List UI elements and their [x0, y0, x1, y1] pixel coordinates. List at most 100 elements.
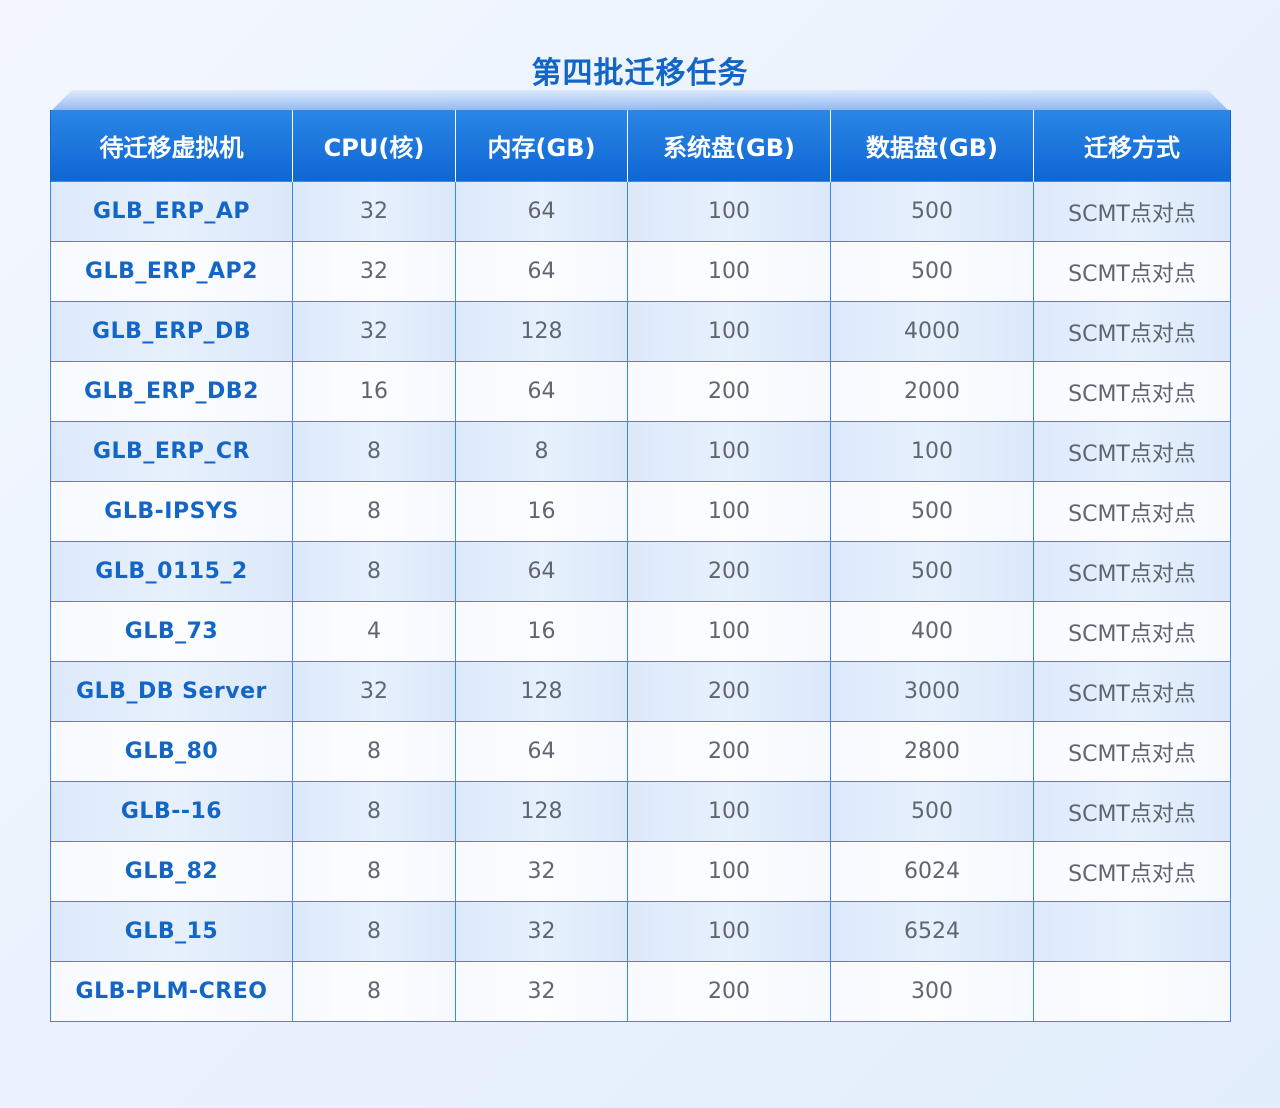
table-row: GLB-PLM-CREO 8 32 200 300 — [50, 961, 1231, 1022]
cell-vm-name: GLB_ERP_AP — [50, 181, 293, 242]
cell-cpu: 32 — [292, 301, 456, 362]
cell-vm-name: GLB-PLM-CREO — [50, 961, 293, 1022]
header-data-disk: 数据盘(GB) — [830, 110, 1034, 182]
cell-vm-name: GLB_ERP_DB2 — [50, 361, 293, 422]
cell-migration-method: SCMT点对点 — [1033, 601, 1231, 662]
cell-system-disk: 200 — [627, 961, 831, 1022]
cell-data-disk: 100 — [830, 421, 1034, 482]
cell-system-disk: 100 — [627, 601, 831, 662]
cell-migration-method: SCMT点对点 — [1033, 301, 1231, 362]
cell-system-disk: 200 — [627, 721, 831, 782]
cell-memory: 128 — [455, 301, 628, 362]
table-row: GLB_ERP_AP 32 64 100 500 SCMT点对点 — [50, 181, 1231, 242]
cell-vm-name: GLB_82 — [50, 841, 293, 902]
cell-data-disk: 500 — [830, 181, 1034, 242]
header-migration-method: 迁移方式 — [1033, 110, 1231, 182]
cell-vm-name: GLB_ERP_CR — [50, 421, 293, 482]
cell-data-disk: 400 — [830, 601, 1034, 662]
cell-system-disk: 100 — [627, 301, 831, 362]
cell-vm-name: GLB_80 — [50, 721, 293, 782]
cell-system-disk: 100 — [627, 181, 831, 242]
cell-system-disk: 100 — [627, 421, 831, 482]
cell-memory: 64 — [455, 181, 628, 242]
cell-system-disk: 200 — [627, 541, 831, 602]
table-header-row: 待迁移虚拟机 CPU(核) 内存(GB) 系统盘(GB) 数据盘(GB) 迁移方… — [50, 110, 1231, 182]
cell-migration-method: SCMT点对点 — [1033, 181, 1231, 242]
cell-cpu: 8 — [292, 961, 456, 1022]
header-ribbon-decoration — [50, 90, 1230, 112]
page-title: 第四批迁移任务 — [531, 56, 749, 91]
table-row: GLB-IPSYS 8 16 100 500 SCMT点对点 — [50, 481, 1231, 542]
cell-vm-name: GLB_DB Server — [50, 661, 293, 722]
table-row: GLB_ERP_CR 8 8 100 100 SCMT点对点 — [50, 421, 1231, 482]
cell-memory: 16 — [455, 601, 628, 662]
cell-cpu: 8 — [292, 841, 456, 902]
table-row: GLB_ERP_DB2 16 64 200 2000 SCMT点对点 — [50, 361, 1231, 422]
cell-data-disk: 3000 — [830, 661, 1034, 722]
cell-migration-method: SCMT点对点 — [1033, 481, 1231, 542]
table-row: GLB_73 4 16 100 400 SCMT点对点 — [50, 601, 1231, 662]
cell-vm-name: GLB_ERP_AP2 — [50, 241, 293, 302]
cell-data-disk: 500 — [830, 481, 1034, 542]
cell-migration-method: SCMT点对点 — [1033, 661, 1231, 722]
cell-memory: 64 — [455, 361, 628, 422]
cell-migration-method: SCMT点对点 — [1033, 841, 1231, 902]
cell-memory: 8 — [455, 421, 628, 482]
cell-cpu: 32 — [292, 181, 456, 242]
cell-memory: 128 — [455, 781, 628, 842]
header-cpu: CPU(核) — [292, 110, 456, 182]
cell-vm-name: GLB--16 — [50, 781, 293, 842]
cell-cpu: 8 — [292, 481, 456, 542]
table-row: GLB_0115_2 8 64 200 500 SCMT点对点 — [50, 541, 1231, 602]
cell-migration-method: SCMT点对点 — [1033, 421, 1231, 482]
cell-memory: 64 — [455, 241, 628, 302]
cell-cpu: 32 — [292, 241, 456, 302]
cell-system-disk: 100 — [627, 241, 831, 302]
table-row: GLB_82 8 32 100 6024 SCMT点对点 — [50, 841, 1231, 902]
header-system-disk: 系统盘(GB) — [627, 110, 831, 182]
cell-migration-method: SCMT点对点 — [1033, 721, 1231, 782]
cell-system-disk: 200 — [627, 361, 831, 422]
cell-cpu: 8 — [292, 541, 456, 602]
cell-system-disk: 200 — [627, 661, 831, 722]
cell-data-disk: 4000 — [830, 301, 1034, 362]
cell-cpu: 8 — [292, 901, 456, 962]
cell-data-disk: 300 — [830, 961, 1034, 1022]
table-row: GLB_80 8 64 200 2800 SCMT点对点 — [50, 721, 1231, 782]
header-vm: 待迁移虚拟机 — [50, 110, 293, 182]
cell-memory: 32 — [455, 841, 628, 902]
cell-data-disk: 500 — [830, 541, 1034, 602]
cell-cpu: 8 — [292, 721, 456, 782]
cell-cpu: 4 — [292, 601, 456, 662]
table-row: GLB--16 8 128 100 500 SCMT点对点 — [50, 781, 1231, 842]
cell-memory: 16 — [455, 481, 628, 542]
cell-vm-name: GLB-IPSYS — [50, 481, 293, 542]
cell-vm-name: GLB_73 — [50, 601, 293, 662]
cell-memory: 64 — [455, 541, 628, 602]
cell-migration-method — [1033, 901, 1231, 962]
cell-vm-name: GLB_0115_2 — [50, 541, 293, 602]
cell-migration-method: SCMT点对点 — [1033, 361, 1231, 422]
cell-memory: 64 — [455, 721, 628, 782]
cell-data-disk: 2000 — [830, 361, 1034, 422]
cell-system-disk: 100 — [627, 901, 831, 962]
cell-vm-name: GLB_15 — [50, 901, 293, 962]
cell-system-disk: 100 — [627, 481, 831, 542]
cell-memory: 128 — [455, 661, 628, 722]
cell-system-disk: 100 — [627, 781, 831, 842]
cell-migration-method: SCMT点对点 — [1033, 241, 1231, 302]
cell-migration-method: SCMT点对点 — [1033, 541, 1231, 602]
cell-data-disk: 500 — [830, 241, 1034, 302]
table-row: GLB_ERP_DB 32 128 100 4000 SCMT点对点 — [50, 301, 1231, 362]
cell-data-disk: 500 — [830, 781, 1034, 842]
cell-system-disk: 100 — [627, 841, 831, 902]
table-row: GLB_DB Server 32 128 200 3000 SCMT点对点 — [50, 661, 1231, 722]
cell-cpu: 8 — [292, 421, 456, 482]
cell-data-disk: 2800 — [830, 721, 1034, 782]
cell-migration-method: SCMT点对点 — [1033, 781, 1231, 842]
cell-vm-name: GLB_ERP_DB — [50, 301, 293, 362]
cell-memory: 32 — [455, 901, 628, 962]
table-row: GLB_15 8 32 100 6524 — [50, 901, 1231, 962]
migration-table: 待迁移虚拟机 CPU(核) 内存(GB) 系统盘(GB) 数据盘(GB) 迁移方… — [50, 110, 1231, 1022]
header-memory: 内存(GB) — [455, 110, 628, 182]
